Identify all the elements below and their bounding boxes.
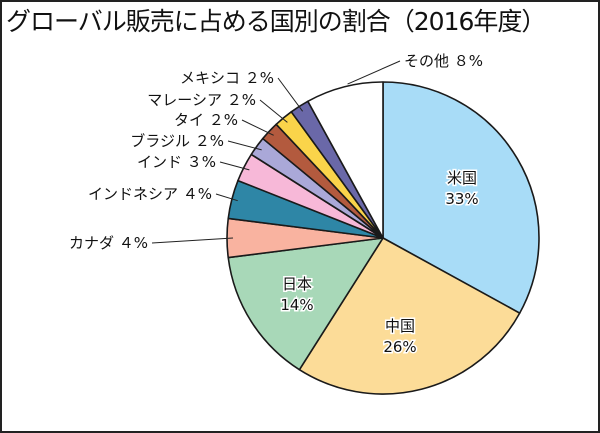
slice-label: タイ ２%: [174, 111, 238, 129]
slice-label: インド ３%: [137, 153, 216, 171]
pie-slice-3: [227, 237, 384, 371]
leader-line: [347, 60, 401, 85]
leader-line: [227, 140, 262, 151]
slice-label-name: 中国: [385, 317, 415, 335]
slice-label-value: 26%: [383, 338, 416, 356]
slice-label-value: 33%: [445, 190, 478, 208]
leader-line: [219, 161, 250, 171]
pie-slices: [226, 81, 540, 395]
pie-slice-2: [298, 237, 521, 395]
slice-label: ブラジル ２%: [130, 132, 224, 150]
slice-label: インドネシア ４%: [88, 185, 212, 203]
leader-lines: [151, 60, 401, 244]
slice-label: マレーシア ２%: [147, 91, 256, 109]
chart-title: グローバル販売に占める国別の割合（2016年度）: [6, 7, 546, 36]
slice-label: その他 ８%: [404, 52, 483, 70]
slice-label-name: 米国: [447, 169, 477, 187]
leader-line: [277, 77, 304, 112]
slice-label: メキシコ ２%: [180, 69, 274, 87]
leader-line: [259, 99, 288, 123]
slice-label-name: 日本: [282, 275, 312, 293]
pie-slice-1: [382, 81, 540, 314]
slice-label-value: 14%: [280, 296, 313, 314]
leader-line: [215, 193, 238, 202]
leader-line: [241, 119, 274, 136]
pie-slice-11: [307, 81, 384, 239]
slice-label: カナダ ４%: [69, 234, 148, 252]
slice-labels: 米国 33% 中国 26% 日本 14% カナダ ４% インドネシア ４% インド ３% ブラジル…: [69, 52, 483, 358]
leader-line: [151, 237, 234, 244]
